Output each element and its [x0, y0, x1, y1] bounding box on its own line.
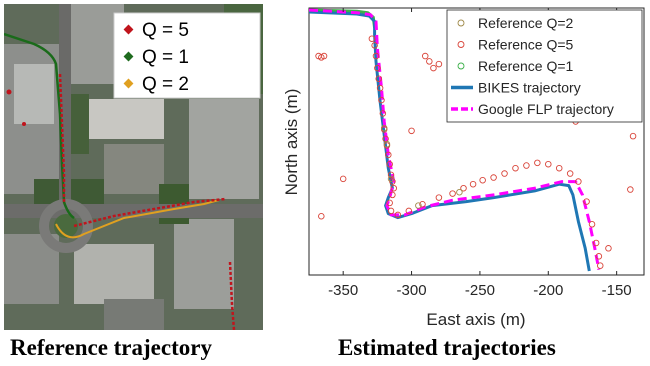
point-reference-q-5-14 — [385, 151, 392, 159]
point-reference-q-5-46 — [430, 64, 437, 72]
x-tick-label: -200 — [533, 282, 563, 299]
legend-box — [446, 9, 643, 123]
map-legend-marker-q-1 — [123, 51, 134, 62]
legend-swatch-reference-q-1 — [457, 62, 465, 70]
legend-label-reference-q-5: Reference Q=5 — [478, 37, 574, 53]
point-reference-q-5-20 — [386, 199, 393, 207]
legend-label-google-flp-trajectory: Google FLP trajectory — [478, 101, 614, 117]
point-reference-q-5-24 — [419, 200, 426, 208]
x-tick-label: -250 — [465, 282, 495, 299]
point-reference-q-5-47 — [435, 60, 443, 68]
point-reference-q-2-3 — [415, 202, 422, 209]
trajectory-chart: -350 -300 -250 -200 -150 East axis (m) North… — [275, 2, 647, 336]
x-tick-label: -350 — [328, 282, 358, 299]
point-reference-q-5-10 — [379, 110, 387, 117]
aerial-map: Q = 5 Q = 1 Q = 2 — [4, 4, 263, 330]
point-reference-q-5-32 — [512, 164, 519, 172]
point-reference-q-5-57 — [627, 186, 634, 193]
point-reference-q-5-44 — [421, 52, 429, 60]
point-reference-q-5-15 — [386, 160, 393, 168]
x-tick-label: -300 — [397, 282, 427, 299]
point-reference-q-5-4 — [371, 42, 378, 49]
point-reference-q-5-3 — [368, 35, 376, 42]
point-reference-q-2-0 — [380, 124, 388, 132]
point-reference-q-5-56 — [629, 132, 637, 140]
map-legend-label-q-5: Q = 5 — [142, 20, 189, 41]
chart-legend: Reference Q=2 Reference Q=5 Reference Q=1 B… — [446, 9, 643, 123]
point-reference-q-5-8 — [376, 84, 384, 92]
point-reference-q-5-25 — [435, 194, 443, 201]
point-reference-q-5-40 — [588, 221, 596, 228]
point-reference-q-5-38 — [575, 178, 582, 185]
map-legend-label-q-1: Q = 1 — [142, 47, 189, 68]
series-line-bikes-trajectory — [309, 10, 591, 272]
legend-swatch-reference-q-2 — [457, 19, 465, 27]
point-reference-q-5-31 — [501, 170, 508, 177]
point-reference-q-5-60 — [318, 213, 325, 220]
legend-label-bikes-trajectory: BIKES trajectory — [478, 80, 581, 96]
chart-canvas: -350 -300 -250 -200 -150 East axis (m) North… — [282, 7, 645, 329]
point-reference-q-5-23 — [405, 207, 413, 215]
map-legend: Q = 5 Q = 1 Q = 2 — [113, 12, 261, 99]
point-reference-q-5-36 — [555, 164, 563, 172]
point-reference-q-5-61 — [605, 245, 612, 252]
legend-label-reference-q-1: Reference Q=1 — [478, 58, 574, 74]
y-axis-label: North axis (m) — [282, 89, 301, 196]
series-line-google-flp-trajectory — [309, 8, 601, 270]
point-reference-q-5-21 — [387, 207, 395, 215]
legend-label-reference-q-2: Reference Q=2 — [478, 15, 574, 31]
point-reference-q-5-27 — [460, 184, 467, 192]
point-reference-q-5-43 — [596, 262, 604, 269]
point-reference-q-5-34 — [534, 159, 541, 167]
legend-swatch-reference-q-5 — [457, 41, 465, 48]
x-tick-label: -150 — [602, 282, 632, 299]
point-reference-q-5-6 — [374, 64, 381, 72]
point-reference-q-5-30 — [490, 174, 497, 181]
point-reference-q-5-2 — [320, 52, 328, 60]
caption-estimated-trajectories: Estimated trajectories — [338, 335, 556, 360]
point-reference-q-5-5 — [372, 52, 380, 60]
x-axis-label: East axis (m) — [426, 310, 525, 329]
point-reference-q-5-59 — [339, 175, 347, 183]
point-reference-q-5-16 — [387, 171, 395, 179]
point-reference-q-5-29 — [479, 176, 486, 184]
point-reference-q-2-1 — [383, 140, 391, 148]
map-legend-label-q-2: Q = 2 — [142, 74, 189, 95]
point-reference-q-2-2 — [387, 175, 395, 183]
point-reference-q-5-58 — [408, 127, 415, 135]
point-reference-q-5-41 — [592, 239, 600, 247]
point-reference-q-5-45 — [426, 58, 433, 65]
point-reference-q-5-7 — [375, 75, 382, 83]
point-reference-q-5-28 — [469, 180, 477, 188]
point-reference-q-5-9 — [378, 96, 385, 104]
point-reference-q-2-4 — [456, 188, 463, 196]
point-reference-q-5-22 — [394, 211, 402, 219]
point-reference-q-5-37 — [566, 170, 574, 177]
point-reference-q-5-39 — [583, 198, 590, 205]
point-reference-q-5-26 — [449, 190, 456, 197]
point-reference-q-5-35 — [545, 160, 552, 168]
point-reference-q-5-42 — [595, 253, 603, 260]
point-reference-q-5-19 — [389, 191, 396, 199]
map-legend-marker-q-2 — [123, 78, 134, 89]
point-reference-q-5-18 — [390, 184, 398, 192]
caption-reference-trajectory: Reference trajectory — [10, 335, 212, 360]
point-reference-q-5-33 — [523, 162, 530, 169]
